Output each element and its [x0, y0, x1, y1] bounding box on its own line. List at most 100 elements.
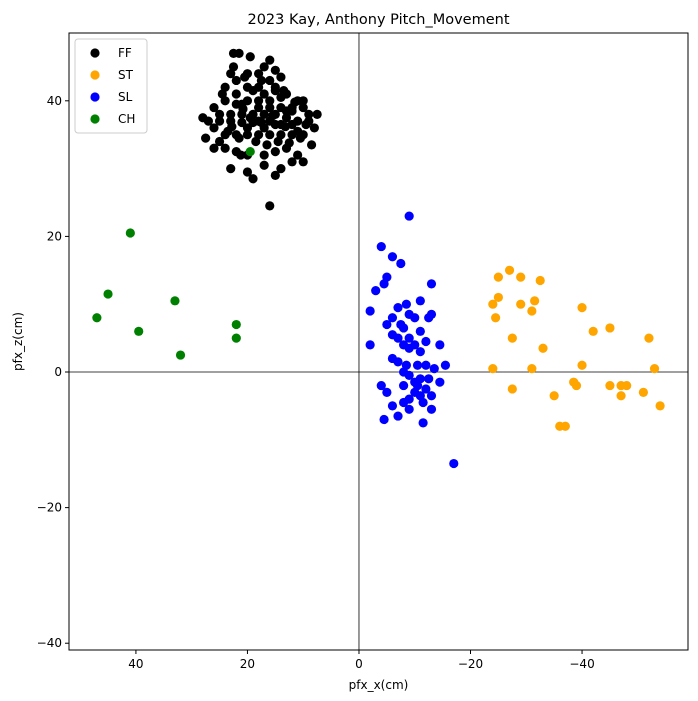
point-sl [404, 343, 414, 353]
point-st [588, 326, 598, 336]
point-ch [170, 296, 180, 306]
point-ff [236, 150, 246, 160]
point-st [560, 421, 570, 431]
point-sl [418, 397, 428, 408]
point-sl [398, 323, 409, 333]
point-ff [270, 119, 280, 130]
point-ff [270, 65, 280, 75]
point-ff [293, 126, 303, 136]
x-axis-ticks: 40 20 0 −20 −40 [128, 650, 595, 671]
legend-marker-sl [90, 92, 100, 102]
point-ff [214, 116, 225, 126]
point-ff [226, 109, 236, 119]
point-st [605, 380, 615, 391]
point-st [638, 387, 648, 397]
point-ff [259, 160, 269, 170]
point-ch [125, 228, 135, 238]
point-ff [259, 62, 269, 72]
point-ff [284, 138, 294, 148]
point-ff [251, 136, 261, 147]
point-ff [234, 133, 244, 143]
point-ff [209, 123, 219, 133]
point-st [549, 391, 559, 401]
point-ff [301, 119, 311, 130]
point-sl [404, 211, 414, 221]
point-ff [276, 72, 286, 82]
point-st [504, 265, 515, 275]
point-sl [393, 302, 403, 313]
legend-box [74, 38, 148, 134]
point-ch [175, 350, 186, 360]
point-st [488, 364, 498, 374]
point-sl [435, 377, 445, 387]
point-st [577, 360, 587, 370]
point-ff [254, 102, 264, 113]
point-sl [376, 241, 386, 252]
x-axis-label: pfx_x(cm) [349, 678, 409, 692]
point-sl [421, 360, 431, 370]
point-ff [245, 52, 255, 62]
point-ff [306, 140, 317, 150]
x-tick-label: 0 [355, 657, 363, 671]
y-tick-label: −40 [37, 636, 62, 650]
point-ff [242, 167, 253, 177]
point-sl [382, 387, 392, 397]
point-ff [231, 89, 241, 99]
point-ff [265, 102, 275, 113]
point-ff [220, 143, 230, 153]
point-sl [412, 360, 423, 370]
point-st [493, 272, 503, 282]
point-ff [240, 72, 250, 82]
point-ff [265, 130, 275, 140]
point-st [538, 343, 548, 353]
point-st [571, 380, 582, 391]
point-ff [214, 136, 225, 147]
point-st [516, 299, 526, 309]
point-sl [387, 252, 398, 262]
point-ff [198, 113, 208, 123]
point-st [605, 323, 615, 333]
point-ch [92, 313, 102, 323]
point-st [516, 272, 526, 282]
point-sl [404, 370, 414, 381]
point-ff [312, 109, 322, 119]
point-sl [415, 326, 425, 336]
point-ff [276, 164, 286, 174]
y-tick-label: −20 [37, 501, 62, 515]
point-sl [401, 299, 411, 309]
y-axis-label: pfx_z(cm) [11, 312, 25, 371]
point-st [622, 380, 632, 391]
point-ff [298, 157, 308, 167]
point-sl [424, 374, 434, 384]
y-axis-ticks: −40 −20 0 20 40 [37, 94, 69, 650]
point-sl [415, 347, 425, 357]
point-ff [231, 99, 241, 109]
point-sl [421, 384, 431, 394]
point-ff [201, 133, 211, 143]
point-st [493, 292, 503, 303]
point-ff [237, 117, 247, 128]
legend-label-st: ST [118, 68, 134, 82]
point-st [577, 302, 587, 313]
point-st [649, 364, 660, 374]
point-ff [227, 121, 237, 132]
point-sl [421, 336, 431, 347]
point-ch [245, 147, 255, 157]
point-st [507, 333, 517, 343]
point-sl [379, 279, 389, 289]
point-ff [214, 109, 225, 119]
point-ff [265, 75, 275, 86]
point-st [644, 333, 654, 343]
point-sl [371, 286, 381, 296]
legend: FF ST SL CH [74, 38, 148, 134]
point-ch [103, 289, 113, 299]
point-ff [228, 62, 239, 72]
point-ff [256, 117, 266, 128]
point-sl [387, 313, 398, 323]
point-ff [256, 75, 266, 86]
point-st [491, 313, 501, 323]
point-sl [424, 313, 434, 323]
point-ff [226, 164, 236, 174]
point-ff [270, 147, 280, 157]
